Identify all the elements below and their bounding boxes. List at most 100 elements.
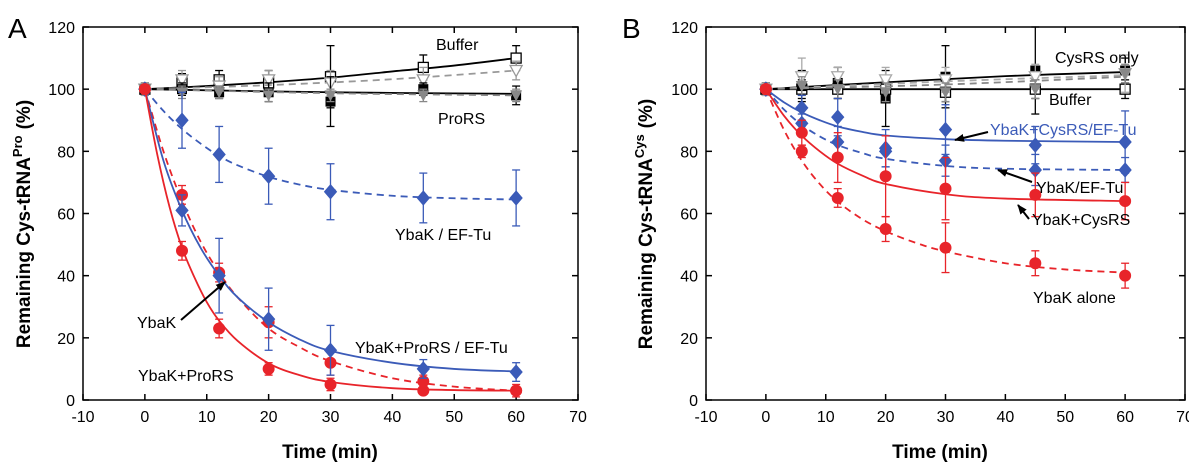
data-point [417, 90, 430, 102]
x-tick-label: 40 [383, 409, 401, 426]
panel-a-x-axis-title: Time (min) [282, 442, 378, 463]
data-point [175, 112, 189, 129]
annotation-cysrs-only: CysRS only [1055, 50, 1139, 67]
x-tick-label: 60 [1116, 409, 1134, 426]
y-tick-label: 100 [671, 82, 698, 99]
y-tick-label: 120 [48, 20, 75, 37]
series-ybak-prors [138, 83, 523, 397]
data-point [1029, 257, 1042, 270]
annotation-ybak-cysrs-eftu-arrow [954, 131, 989, 142]
data-point [795, 81, 808, 93]
series-ybak-ef-tu-fit-line [765, 88, 1126, 171]
data-point [510, 90, 523, 102]
annotation-ybak-cysrs-arrow [1017, 204, 1030, 220]
panel-b-y-axis-title-main: Remaining Cys-tRNA [636, 158, 657, 349]
series-ybak-ef-tu [138, 81, 523, 227]
data-point [174, 74, 190, 88]
annotation-ybak-eftu-b-arrow [997, 169, 1033, 183]
data-point [831, 191, 844, 204]
series-ybak-alone [759, 83, 1132, 289]
annotation-buffer: Buffer [436, 37, 479, 54]
panel-a-y-axis-title: Remaining Cys-tRNAPro (%) [10, 100, 35, 348]
x-tick-label: 20 [260, 409, 278, 426]
panel-b-y-axis-title-sup: Cys [632, 134, 647, 158]
panel-a-y-axis-title-main: Remaining Cys-tRNA [14, 157, 35, 348]
series-ybak-prors-fit-line [143, 88, 517, 392]
x-tick-label: -10 [694, 409, 717, 426]
data-point [261, 311, 276, 327]
x-tick-label: 20 [877, 409, 895, 426]
y-tick-label: 120 [671, 20, 698, 37]
data-point [261, 74, 276, 88]
x-tick-label: 10 [198, 409, 216, 426]
y-tick-label: 40 [57, 269, 75, 286]
data-point [262, 90, 275, 102]
data-point [831, 151, 844, 164]
data-point [795, 100, 809, 116]
y-tick-label: 0 [66, 393, 75, 410]
data-point [1029, 188, 1042, 201]
data-point [416, 190, 430, 206]
series-ybak-cysrs-fit-line [765, 88, 1126, 202]
x-tick-label: 30 [937, 409, 955, 426]
data-point [323, 342, 338, 359]
data-point [1118, 162, 1132, 178]
annotation-ybak-cysrs: YbaK+CysRS [1032, 212, 1130, 229]
series-unlabeled-3 [759, 63, 1132, 103]
annotation-ybak-eftu: YbaK / EF-Tu [395, 227, 491, 244]
data-point [939, 182, 952, 195]
x-tick-label: 50 [1056, 409, 1074, 426]
data-point [795, 145, 808, 158]
data-point [175, 202, 189, 219]
series-ybak-cysrs-ef-tu [759, 81, 1132, 174]
annotation-ybak-alone: YbaK alone [1033, 290, 1116, 307]
y-tick-label: 20 [57, 331, 75, 348]
series-unlabeled-3-fit-line [765, 75, 1126, 91]
x-tick-label: 70 [569, 409, 587, 426]
annotation-ybak-eftu-b: YbaK/EF-Tu [1036, 180, 1123, 197]
data-point [795, 126, 808, 139]
data-point [261, 168, 276, 184]
annotation-ybak: YbaK [137, 315, 176, 332]
panel-b-y-axis-title: Remaining Cys-tRNACys (%) [632, 99, 657, 350]
data-point [759, 83, 772, 96]
panel-b-x-axis-title: Time (min) [892, 442, 988, 463]
panel-b-y-axis-title-unit: (%) [636, 99, 657, 129]
annotation-ybak-arrow [180, 281, 226, 321]
data-point [213, 322, 226, 335]
data-point [416, 74, 431, 88]
data-point [831, 84, 844, 96]
data-point [938, 74, 953, 88]
annotation-ybak-prors: YbaK+ProRS [138, 368, 234, 385]
x-tick-label: 30 [322, 409, 340, 426]
data-point [939, 241, 952, 254]
data-point [1029, 84, 1042, 96]
data-point [416, 361, 430, 377]
y-tick-label: 60 [680, 207, 698, 224]
y-tick-label: 40 [680, 269, 698, 286]
y-tick-label: 0 [689, 393, 698, 410]
annotation-ybak-prors-eftu: YbaK+ProRS / EF-Tu [355, 340, 508, 357]
data-point [830, 71, 845, 85]
data-point [509, 190, 523, 206]
data-point [324, 378, 337, 391]
data-point [213, 87, 226, 99]
x-tick-label: -10 [71, 409, 94, 426]
panel-a-y-axis-title-unit: (%) [14, 100, 35, 130]
data-point [831, 109, 845, 125]
series-ybak-ef-tu-fit-line [144, 88, 517, 201]
data-point [138, 83, 151, 96]
data-point [509, 364, 523, 380]
data-point [323, 183, 338, 200]
x-tick-label: 60 [507, 409, 525, 426]
annotation-buffer-b: Buffer [1049, 92, 1092, 109]
data-point [1119, 269, 1132, 282]
x-tick-label: 70 [1176, 409, 1189, 426]
data-point [1118, 134, 1132, 150]
series-ybak-prors-ef-tu-fit-line [144, 88, 517, 373]
y-tick-label: 60 [57, 207, 75, 224]
y-tick-label: 80 [57, 144, 75, 161]
